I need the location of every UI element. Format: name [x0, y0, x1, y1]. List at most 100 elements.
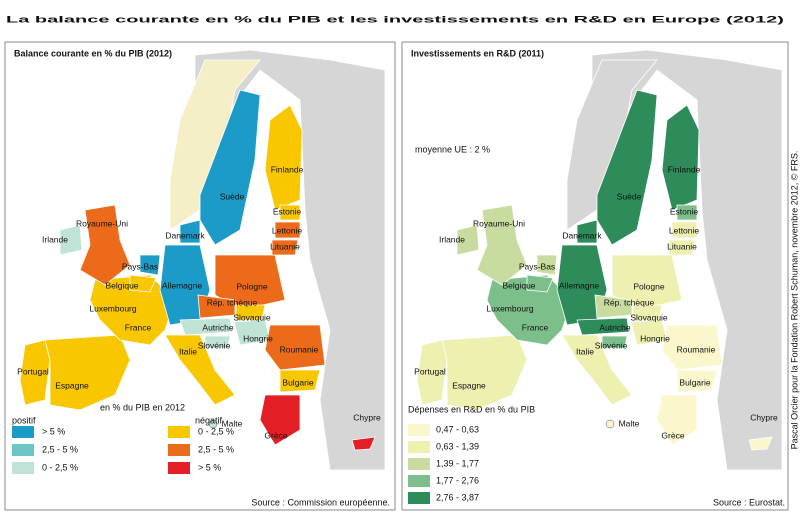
country-shape	[129, 274, 157, 293]
country-shape	[139, 254, 161, 276]
country-shape	[596, 89, 658, 246]
country-label: Italie	[179, 346, 197, 356]
legend-label: 0 - 2,5 %	[198, 426, 234, 436]
country-shape	[676, 369, 718, 393]
country-shape	[671, 221, 698, 239]
country-shape	[476, 204, 528, 286]
title: La balance courante en % du PIB et les i…	[6, 14, 784, 24]
country-label: Grèce	[264, 430, 287, 440]
country-label: Belgique	[502, 280, 535, 290]
legend-swatch	[408, 424, 430, 436]
country-shape	[601, 335, 628, 349]
legend-label: > 5 %	[42, 426, 65, 436]
country-shape	[279, 369, 321, 393]
country-label: France	[125, 322, 152, 332]
legend-swatch	[408, 475, 430, 487]
country-label: Royaume-Uni	[76, 218, 128, 228]
country-shape	[676, 204, 698, 221]
country-shape	[456, 224, 480, 256]
legend-label: 0,47 - 0,63	[436, 424, 479, 434]
legend-swatch	[408, 458, 430, 470]
country-label: Hongrie	[640, 333, 670, 343]
country-label: Malte	[619, 418, 640, 428]
country-label: Autriche	[599, 322, 630, 332]
country-shape	[179, 317, 233, 336]
country-shape	[164, 334, 236, 406]
country-label: Luxembourg	[486, 303, 534, 313]
panel-title: Balance courante en % du PIB (2012)	[14, 48, 172, 58]
legend-swatch	[408, 441, 430, 453]
country-label: Belgique	[105, 280, 138, 290]
credit: Pascal Orcier pour la Fondation Robert S…	[789, 151, 799, 450]
panel-title: Investissements en R&D (2011)	[411, 48, 544, 58]
country-label: Danemark	[562, 230, 602, 240]
country-label: Finlande	[668, 164, 701, 174]
country-label: Pologne	[633, 281, 664, 291]
legend-label: 2,5 - 5 %	[198, 444, 234, 454]
country-label: Chypre	[353, 412, 381, 422]
country-label: Royaume-Uni	[473, 218, 525, 228]
legend-title: en % du PIB en 2012	[100, 402, 185, 412]
country-label: France	[522, 322, 549, 332]
country-shape	[748, 436, 773, 451]
country-shape	[59, 224, 83, 256]
country-label: Irlande	[42, 234, 68, 244]
country-label: Espagne	[452, 380, 486, 390]
country-shape	[486, 274, 573, 346]
country-label: Irlande	[439, 234, 465, 244]
country-label: Estonie	[273, 206, 302, 216]
country-label: Slovénie	[198, 340, 231, 350]
country-label: Slovaquie	[630, 312, 668, 322]
country-label: Grèce	[661, 430, 684, 440]
country-label: Slovaquie	[233, 312, 271, 322]
country-label: Hongrie	[243, 333, 273, 343]
country-shape	[668, 239, 696, 256]
country-shape	[661, 324, 723, 371]
country-shape	[576, 317, 630, 336]
country-shape	[79, 204, 131, 286]
country-label: Malte	[222, 418, 243, 428]
source: Source : Commission européenne.	[251, 497, 390, 507]
country-shape	[197, 294, 236, 319]
country-label: Bulgarie	[679, 377, 710, 387]
country-shape	[271, 239, 299, 256]
country-label: Suède	[220, 191, 245, 201]
legend-label: 2,76 - 3,87	[436, 492, 479, 502]
legend-label: 2,5 - 5 %	[42, 444, 78, 454]
country-label: Finlande	[271, 164, 304, 174]
country-label: Rép. tchèque	[207, 297, 258, 307]
country-shape	[199, 89, 261, 246]
legend-label: 0,63 - 1,39	[436, 441, 479, 451]
country-shape	[279, 204, 301, 221]
country-label: Lettonie	[272, 225, 303, 235]
legend-title: Dépenses en R&D en % du PIB	[408, 404, 535, 414]
country-label: Danemark	[165, 230, 205, 240]
country-label: Portugal	[414, 366, 446, 376]
country-shape	[179, 219, 201, 244]
country-label: Portugal	[17, 366, 49, 376]
country-shape	[561, 334, 633, 406]
legend-swatch	[168, 426, 190, 438]
country-shape	[656, 394, 698, 446]
legend-swatch	[12, 462, 34, 474]
country-label: Autriche	[202, 322, 233, 332]
country-label: Suède	[617, 191, 642, 201]
country-label: Slovénie	[595, 340, 628, 350]
country-shape	[576, 219, 598, 244]
country-shape	[661, 104, 700, 211]
country-label: Estonie	[670, 206, 699, 216]
legend-swatch	[168, 444, 190, 456]
legend-label: > 5 %	[198, 462, 221, 472]
legend-label: 0 - 2,5 %	[42, 462, 78, 472]
legend-negative: négatif	[195, 415, 223, 425]
country-label: Lituanie	[667, 241, 697, 251]
legend-swatch	[408, 492, 430, 504]
country-label: Pays-Bas	[122, 261, 158, 271]
country-label: Lettonie	[669, 225, 700, 235]
country-label: Pologne	[236, 281, 267, 291]
country-label: Rép. tchèque	[604, 297, 655, 307]
country-label: Luxembourg	[89, 303, 137, 313]
country-shape	[274, 221, 301, 239]
country-label: Allemagne	[559, 280, 599, 290]
